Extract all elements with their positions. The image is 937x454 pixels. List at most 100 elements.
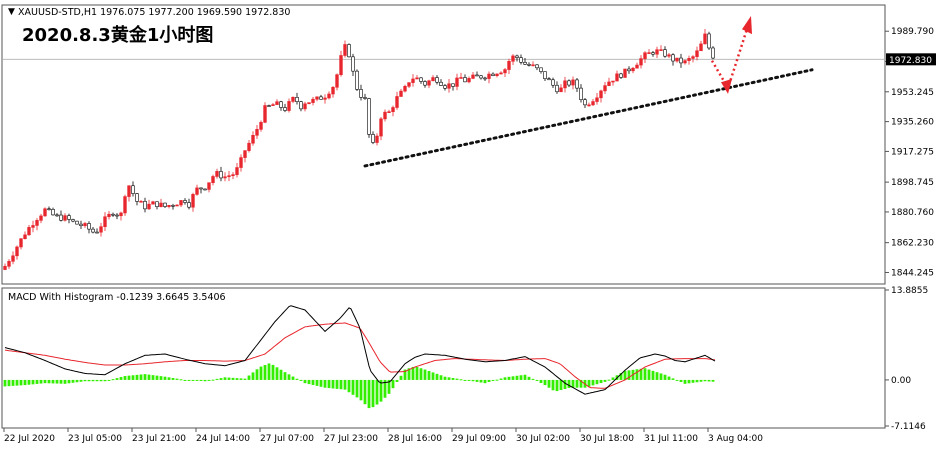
candle-body	[555, 84, 559, 93]
histogram-bar	[515, 375, 519, 380]
candle-body	[467, 78, 471, 83]
time-tick-label: 3 Aug 04:00	[708, 434, 763, 444]
histogram-bar	[555, 379, 559, 392]
histogram-bar	[167, 377, 171, 380]
candle-body	[11, 255, 15, 262]
histogram-bar	[507, 376, 511, 380]
histogram-bar	[667, 376, 671, 380]
candle-body	[115, 214, 119, 217]
candle-body	[707, 33, 711, 49]
histogram-bar	[163, 376, 167, 380]
histogram-bar	[11, 379, 15, 386]
candle-body	[687, 58, 691, 61]
histogram-bar	[299, 379, 303, 381]
price-tick-label: 1880.760	[891, 208, 934, 218]
candle-body	[7, 261, 11, 267]
candle-body	[539, 67, 543, 72]
histogram-bar	[7, 379, 11, 387]
histogram-bar	[235, 378, 239, 380]
histogram-bar	[127, 375, 131, 380]
candle-body	[379, 118, 383, 137]
histogram-bar	[291, 376, 295, 380]
histogram-bar	[259, 366, 263, 380]
histogram-bar	[455, 378, 459, 380]
trend-layer	[363, 15, 814, 168]
histogram-bar	[103, 379, 107, 382]
histogram-bar	[571, 379, 575, 388]
histogram-bar	[391, 379, 395, 389]
candle-body	[347, 44, 351, 58]
candle-body	[335, 74, 339, 88]
candle-body	[271, 104, 275, 106]
candle-body	[699, 43, 703, 52]
candle-body	[295, 97, 299, 102]
histogram-bar	[703, 379, 707, 382]
histogram-bar	[479, 379, 483, 383]
candle-body	[643, 52, 647, 59]
macd-panel	[1, 287, 886, 429]
histogram-bar	[495, 379, 499, 381]
histogram-bar	[295, 378, 299, 380]
candle-body	[247, 142, 251, 151]
histogram-bar	[399, 375, 403, 380]
histogram-bar	[95, 379, 99, 382]
time-tick-label: 23 Jul 05:00	[68, 434, 122, 444]
candle-body	[215, 171, 219, 177]
histogram-bar	[27, 379, 31, 385]
histogram-bar	[371, 379, 375, 408]
candle-body	[675, 57, 679, 62]
histogram-bar	[607, 379, 611, 381]
candle-body	[3, 266, 7, 270]
overlay-title: 2020.8.3黄金1小时图	[22, 24, 213, 46]
candle-body	[371, 134, 375, 143]
candle-body	[219, 171, 223, 179]
histogram-bar	[463, 379, 467, 381]
histogram-bar	[419, 368, 423, 380]
candle-body	[595, 97, 599, 102]
histogram-bar	[471, 379, 475, 382]
histogram-bar	[231, 377, 235, 380]
histogram-bar	[483, 379, 487, 384]
collapse-triangle-icon[interactable]: ▼	[8, 7, 15, 17]
histogram-bar	[351, 379, 355, 395]
histogram-bar	[655, 372, 659, 380]
candle-body	[607, 81, 611, 86]
histogram-bar	[695, 379, 699, 383]
histogram-bar	[135, 374, 139, 380]
histogram-bar	[707, 379, 711, 382]
candle-body	[155, 201, 159, 207]
histogram-bar	[171, 377, 175, 380]
candle-body	[531, 64, 535, 67]
histogram-bar	[611, 377, 615, 380]
candle-body	[551, 79, 555, 86]
histogram-bar	[439, 375, 443, 380]
histogram-bar	[627, 370, 631, 380]
candle-body	[71, 219, 75, 222]
candle-body	[511, 55, 515, 62]
time-tick-label: 30 Jul 02:00	[516, 434, 570, 444]
candle-body	[559, 87, 563, 93]
histogram-bar	[339, 379, 343, 390]
histogram-bar	[335, 379, 339, 389]
candle-body	[579, 87, 583, 100]
histogram-bar	[359, 379, 363, 401]
candle-body	[19, 238, 23, 248]
candle-body	[183, 200, 187, 203]
histogram-bar	[563, 379, 567, 389]
histogram-bar	[447, 377, 451, 380]
candle-body	[175, 204, 179, 207]
candle-body	[259, 122, 263, 130]
candle-body	[287, 101, 291, 111]
candle-body	[35, 220, 39, 226]
histogram-bar	[47, 379, 51, 384]
candle-body	[435, 77, 439, 83]
candle-body	[227, 175, 231, 178]
histogram-bar	[139, 374, 143, 380]
histogram-bar	[595, 379, 599, 385]
time-tick-label: 23 Jul 21:00	[132, 434, 186, 444]
candle-body	[495, 73, 499, 76]
candle-body	[583, 99, 587, 106]
histogram-bar	[711, 379, 715, 382]
